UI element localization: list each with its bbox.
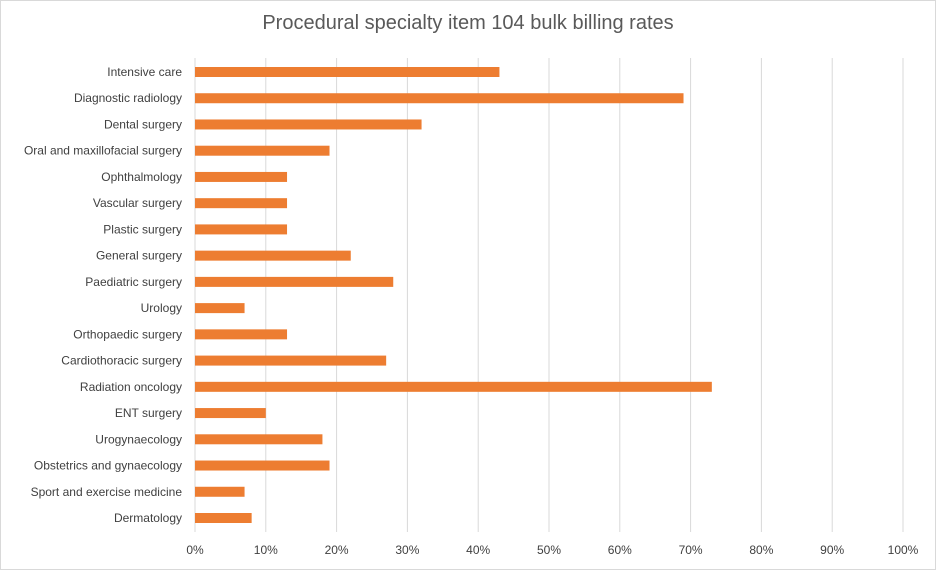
bar xyxy=(195,329,288,340)
x-tick-label: 90% xyxy=(820,543,844,557)
x-tick-label: 20% xyxy=(325,543,349,557)
category-label: Ophthalmology xyxy=(101,170,182,184)
x-tick-label: 70% xyxy=(679,543,703,557)
bar xyxy=(195,198,288,209)
bar xyxy=(195,434,323,445)
category-label: Radiation oncology xyxy=(80,380,182,394)
bar xyxy=(195,171,288,182)
x-tick-label: 30% xyxy=(395,543,419,557)
bar xyxy=(195,381,712,392)
category-label: Cardiothoracic surgery xyxy=(61,354,182,368)
x-tick-label: 60% xyxy=(608,543,632,557)
x-tick-label: 10% xyxy=(254,543,278,557)
bars xyxy=(195,67,712,523)
category-label: Plastic surgery xyxy=(103,222,182,236)
bar xyxy=(195,276,394,287)
category-label: Vascular surgery xyxy=(93,196,182,210)
x-tick-labels: 0% 10% 20% 30% 40% 50% 60% 70% 80% 90% 100% xyxy=(186,543,918,557)
x-tick-label: 40% xyxy=(466,543,490,557)
gridlines xyxy=(194,58,904,532)
bar xyxy=(195,93,684,104)
x-tick-label: 0% xyxy=(186,543,204,557)
category-label: ENT surgery xyxy=(115,406,182,420)
category-label: Orthopaedic surgery xyxy=(73,327,182,341)
bar xyxy=(195,460,330,471)
category-label: Urology xyxy=(141,301,182,315)
category-label: Sport and exercise medicine xyxy=(31,485,183,499)
category-label: Paediatric surgery xyxy=(85,275,182,289)
x-tick-label: 50% xyxy=(537,543,561,557)
category-label: Dermatology xyxy=(114,511,182,525)
category-label: Obstetrics and gynaecology xyxy=(34,459,182,473)
bar xyxy=(195,355,387,366)
bar xyxy=(195,303,245,314)
x-tick-label: 100% xyxy=(888,543,919,557)
bar xyxy=(195,408,266,419)
bar xyxy=(195,119,422,130)
chart-title: Procedural specialty item 104 bulk billi… xyxy=(262,12,674,34)
category-label: General surgery xyxy=(96,249,182,263)
bar xyxy=(195,224,288,235)
category-label: Dental surgery xyxy=(104,117,182,131)
x-tick-label: 80% xyxy=(749,543,773,557)
category-label: Urogynaecology xyxy=(95,432,182,446)
bar xyxy=(195,67,500,77)
bar xyxy=(195,145,330,156)
bar xyxy=(195,486,245,497)
bar xyxy=(195,513,252,523)
category-label: Intensive care xyxy=(107,65,182,79)
category-labels: Intensive care Diagnostic radiology Dental… xyxy=(24,65,182,525)
bar xyxy=(195,250,351,261)
category-label: Oral and maxillofacial surgery xyxy=(24,144,182,158)
category-label: Diagnostic radiology xyxy=(74,91,182,105)
